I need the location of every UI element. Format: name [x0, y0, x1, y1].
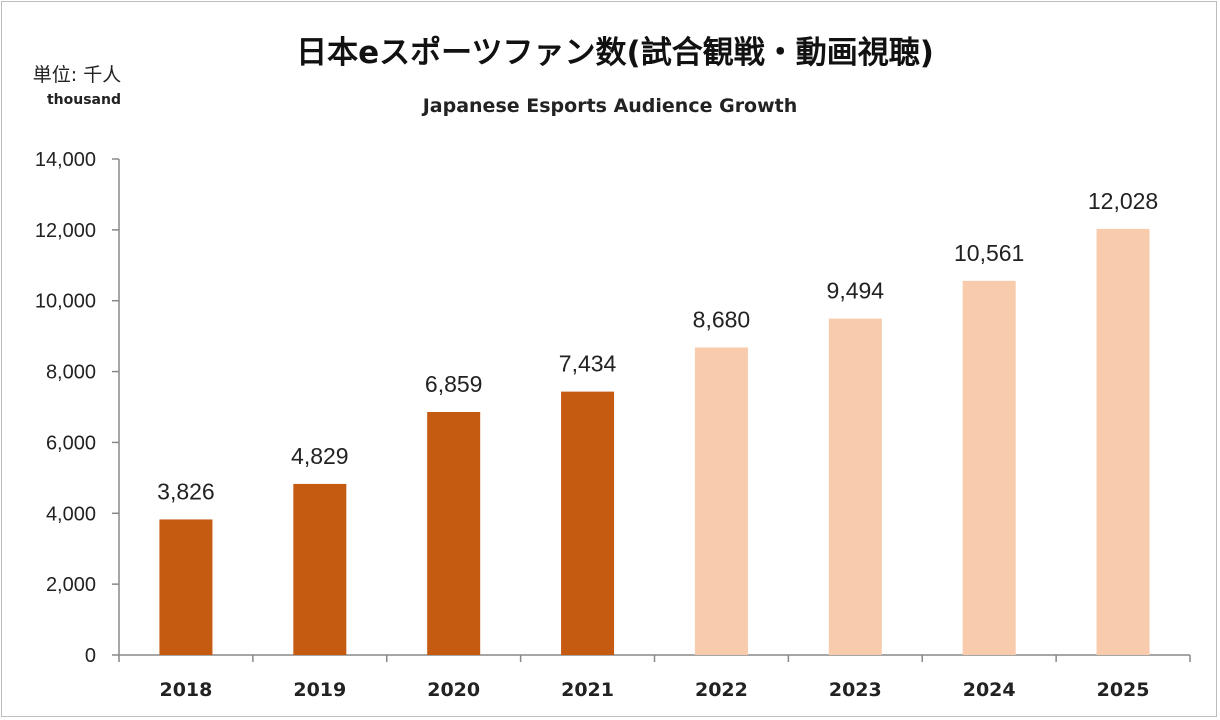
chart-subtitle: Japanese Esports Audience Growth: [421, 95, 798, 117]
data-label: 7,434: [559, 351, 617, 377]
bar: [694, 347, 748, 655]
y-tick-label: 6,000: [46, 432, 96, 454]
y-tick-label: 0: [85, 645, 96, 667]
chart-title: 日本eスポーツファン数(試合観戦・動画視聴): [296, 35, 934, 71]
unit-label: 単位: 千人: [33, 64, 121, 86]
bar: [159, 519, 213, 655]
x-tick-label: 2019: [293, 679, 346, 701]
data-labels: 3,826 4,829 6,859 7,434 8,680 9,494 10,561 12,0…: [157, 188, 1158, 505]
y-tick-label: 12,000: [35, 220, 96, 242]
x-tick-label: 2021: [561, 679, 614, 701]
bar: [1096, 228, 1150, 655]
data-label: 4,829: [291, 443, 349, 469]
data-label: 10,561: [954, 240, 1024, 266]
y-axis: 0 2,000 4,000 6,000 8,000 10,000 12,000 14,000: [35, 149, 120, 667]
x-tick-label: 2018: [159, 679, 212, 701]
y-tick-label: 4,000: [46, 503, 96, 525]
x-axis: 2018 2019 2020 2021 2022 2023 2024 2025: [118, 654, 1191, 701]
bar: [561, 391, 615, 655]
bar: [427, 411, 481, 655]
data-label: 3,826: [157, 478, 215, 504]
data-label: 12,028: [1088, 188, 1158, 214]
y-tick-label: 2,000: [46, 574, 96, 596]
bars: [159, 228, 1150, 655]
data-label: 6,859: [425, 371, 483, 397]
unit-label-en: thousand: [47, 92, 121, 108]
y-tick-label: 8,000: [46, 362, 96, 384]
bar: [293, 483, 347, 655]
data-label: 8,680: [693, 306, 751, 332]
x-tick-label: 2022: [695, 679, 748, 701]
y-tick-label: 14,000: [35, 149, 96, 171]
x-tick-label: 2023: [829, 679, 882, 701]
x-tick-label: 2025: [1097, 679, 1150, 701]
y-tick-label: 10,000: [35, 291, 96, 313]
bar: [962, 280, 1016, 655]
x-tick-label: 2024: [963, 679, 1016, 701]
x-tick-label: 2020: [427, 679, 480, 701]
bar: [828, 318, 882, 655]
data-label: 9,494: [827, 278, 885, 304]
